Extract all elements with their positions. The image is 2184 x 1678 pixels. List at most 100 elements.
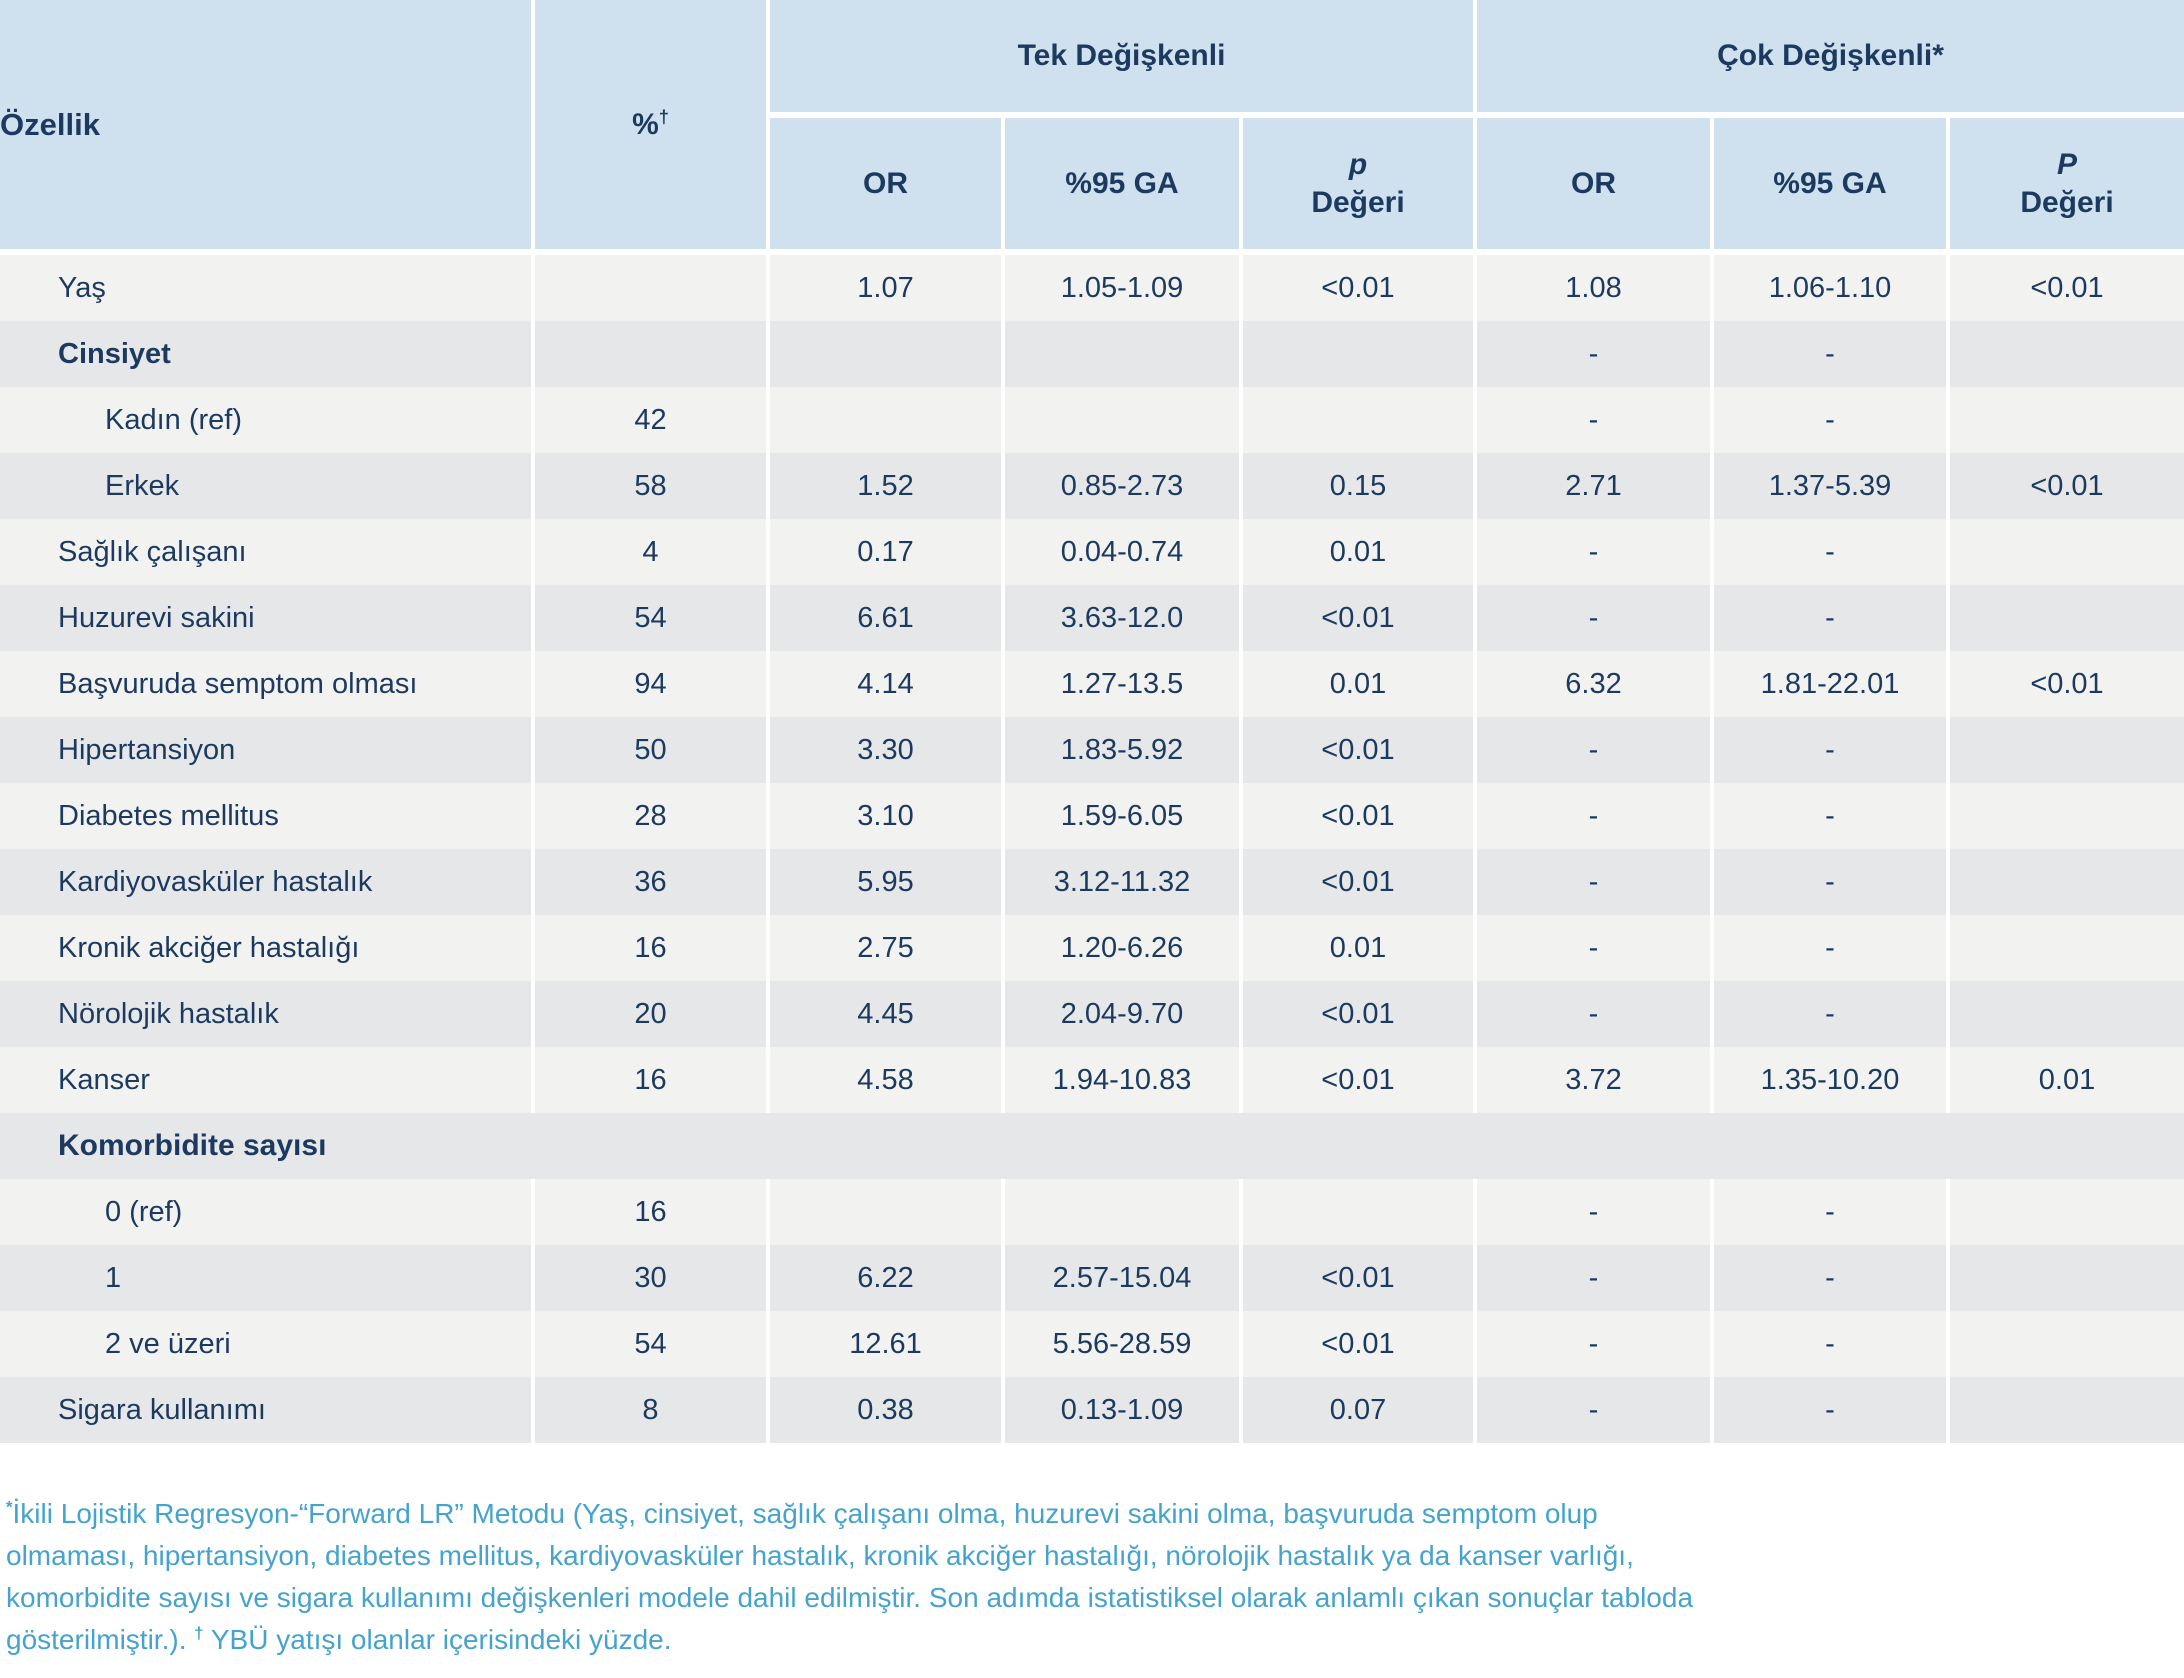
cell-uni-p: 0.01 bbox=[1243, 651, 1477, 717]
col-group-univariate: Tek Değişkenli bbox=[770, 0, 1477, 118]
cell-uni-p: <0.01 bbox=[1243, 783, 1477, 849]
header-sub-row: OR %95 GA p Değeri OR %95 GA P Değeri bbox=[0, 118, 2184, 255]
cell-multi-p bbox=[1950, 915, 2184, 981]
row-label: Kanser bbox=[0, 1047, 535, 1113]
cell-uni-p: <0.01 bbox=[1243, 1245, 1477, 1311]
cell-multi-p bbox=[1950, 717, 2184, 783]
cell-uni-ga bbox=[1005, 321, 1243, 387]
cell-uni-ga: 1.27-13.5 bbox=[1005, 651, 1243, 717]
cell-multi-or: - bbox=[1477, 1311, 1714, 1377]
cell-multi-ga: - bbox=[1714, 519, 1950, 585]
cell-multi-or: - bbox=[1477, 783, 1714, 849]
cell-uni-p: <0.01 bbox=[1243, 1047, 1477, 1113]
cell-multi-or: - bbox=[1477, 519, 1714, 585]
cell-multi-ga: - bbox=[1714, 1377, 1950, 1443]
cell-uni-or: 2.75 bbox=[770, 915, 1005, 981]
cell-uni-p: <0.01 bbox=[1243, 981, 1477, 1047]
table-row: Kanser 16 4.58 1.94-10.83 <0.01 3.72 1.3… bbox=[0, 1047, 2184, 1113]
cell-multi-or: - bbox=[1477, 585, 1714, 651]
cell-uni-ga: 1.83-5.92 bbox=[1005, 717, 1243, 783]
cell-multi-or: - bbox=[1477, 717, 1714, 783]
cell-uni-ga: 3.12-11.32 bbox=[1005, 849, 1243, 915]
cell-uni-or bbox=[770, 321, 1005, 387]
cell-multi-or: 1.08 bbox=[1477, 255, 1714, 321]
cell-multi-ga: - bbox=[1714, 849, 1950, 915]
row-label: Cinsiyet bbox=[0, 321, 535, 387]
cell-multi-or: - bbox=[1477, 1245, 1714, 1311]
cell-multi-ga: - bbox=[1714, 321, 1950, 387]
cell-percent bbox=[535, 255, 770, 321]
cell-multi-p bbox=[1950, 1245, 2184, 1311]
cell-multi-or: 3.72 bbox=[1477, 1047, 1714, 1113]
table-row: Sigara kullanımı 8 0.38 0.13-1.09 0.07 -… bbox=[0, 1377, 2184, 1443]
cell-uni-or: 4.14 bbox=[770, 651, 1005, 717]
row-label: Diabetes mellitus bbox=[0, 783, 535, 849]
cell-multi-or: 6.32 bbox=[1477, 651, 1714, 717]
footnote-text-percent: YBÜ yatışı olanlar içerisindeki yüzde. bbox=[203, 1624, 672, 1655]
footnote-text-method: İkili Lojistik Regresyon-“Forward LR” Me… bbox=[6, 1498, 1694, 1655]
cell-uni-or: 4.45 bbox=[770, 981, 1005, 1047]
cell-percent: 4 bbox=[535, 519, 770, 585]
col-group-multivariate: Çok Değişkenli* bbox=[1477, 0, 2184, 118]
cell-multi-ga: 1.06-1.10 bbox=[1714, 255, 1950, 321]
row-label: Erkek bbox=[0, 453, 535, 519]
cell-uni-p: 0.07 bbox=[1243, 1377, 1477, 1443]
table-header: Özellik %† Tek Değişkenli Çok Değişkenli… bbox=[0, 0, 2184, 255]
cell-percent bbox=[535, 321, 770, 387]
cell-percent: 28 bbox=[535, 783, 770, 849]
regression-table: Özellik %† Tek Değişkenli Çok Değişkenli… bbox=[0, 0, 2184, 1443]
row-label: Kardiyovasküler hastalık bbox=[0, 849, 535, 915]
cell-uni-p: 0.15 bbox=[1243, 453, 1477, 519]
cell-percent: 42 bbox=[535, 387, 770, 453]
table-row: Başvuruda semptom olması 94 4.14 1.27-13… bbox=[0, 651, 2184, 717]
table-row: 1 30 6.22 2.57-15.04 <0.01 - - bbox=[0, 1245, 2184, 1311]
row-label: Nörolojik hastalık bbox=[0, 981, 535, 1047]
cell-multi-ga: - bbox=[1714, 981, 1950, 1047]
col-header-uni-ga: %95 GA bbox=[1005, 118, 1243, 255]
cell-multi-p: <0.01 bbox=[1950, 255, 2184, 321]
cell-uni-ga: 2.04-9.70 bbox=[1005, 981, 1243, 1047]
table-row: 2 ve üzeri 54 12.61 5.56-28.59 <0.01 - - bbox=[0, 1311, 2184, 1377]
row-label: 2 ve üzeri bbox=[0, 1311, 535, 1377]
cell-multi-or: - bbox=[1477, 321, 1714, 387]
cell-uni-ga: 0.04-0.74 bbox=[1005, 519, 1243, 585]
cell-percent: 16 bbox=[535, 915, 770, 981]
col-header-multi-or: OR bbox=[1477, 118, 1714, 255]
cell-uni-p bbox=[1243, 1179, 1477, 1245]
cell-uni-p bbox=[1243, 321, 1477, 387]
cell-multi-or: - bbox=[1477, 1377, 1714, 1443]
cell-uni-or: 1.52 bbox=[770, 453, 1005, 519]
footnote-star-marker: * bbox=[6, 1497, 13, 1517]
cell-percent: 20 bbox=[535, 981, 770, 1047]
cell-multi-ga: - bbox=[1714, 585, 1950, 651]
cell-uni-ga: 0.85-2.73 bbox=[1005, 453, 1243, 519]
cell-uni-ga: 1.59-6.05 bbox=[1005, 783, 1243, 849]
table-row: Erkek 58 1.52 0.85-2.73 0.15 2.71 1.37-5… bbox=[0, 453, 2184, 519]
table-row: Kronik akciğer hastalığı 16 2.75 1.20-6.… bbox=[0, 915, 2184, 981]
cell-uni-or: 4.58 bbox=[770, 1047, 1005, 1113]
cell-uni-p: 0.01 bbox=[1243, 915, 1477, 981]
cell-uni-ga: 1.20-6.26 bbox=[1005, 915, 1243, 981]
row-label: Yaş bbox=[0, 255, 535, 321]
cell-multi-p bbox=[1950, 1311, 2184, 1377]
table-row: Hipertansiyon 50 3.30 1.83-5.92 <0.01 - … bbox=[0, 717, 2184, 783]
cell-multi-ga: 1.81-22.01 bbox=[1714, 651, 1950, 717]
cell-uni-p: <0.01 bbox=[1243, 585, 1477, 651]
dagger-superscript: † bbox=[658, 106, 669, 127]
table-row: Yaş 1.07 1.05-1.09 <0.01 1.08 1.06-1.10 … bbox=[0, 255, 2184, 321]
cell-uni-or bbox=[770, 1179, 1005, 1245]
cell-uni-or: 0.38 bbox=[770, 1377, 1005, 1443]
cell-uni-ga: 3.63-12.0 bbox=[1005, 585, 1243, 651]
row-label: Hipertansiyon bbox=[0, 717, 535, 783]
cell-uni-ga: 1.05-1.09 bbox=[1005, 255, 1243, 321]
cell-uni-or: 0.17 bbox=[770, 519, 1005, 585]
cell-multi-p: <0.01 bbox=[1950, 453, 2184, 519]
cell-multi-ga: - bbox=[1714, 1179, 1950, 1245]
cell-percent: 36 bbox=[535, 849, 770, 915]
table-row: Huzurevi sakini 54 6.61 3.63-12.0 <0.01 … bbox=[0, 585, 2184, 651]
table-row: Diabetes mellitus 28 3.10 1.59-6.05 <0.0… bbox=[0, 783, 2184, 849]
cell-multi-or: - bbox=[1477, 1179, 1714, 1245]
cell-percent: 8 bbox=[535, 1377, 770, 1443]
cell-multi-p bbox=[1950, 321, 2184, 387]
